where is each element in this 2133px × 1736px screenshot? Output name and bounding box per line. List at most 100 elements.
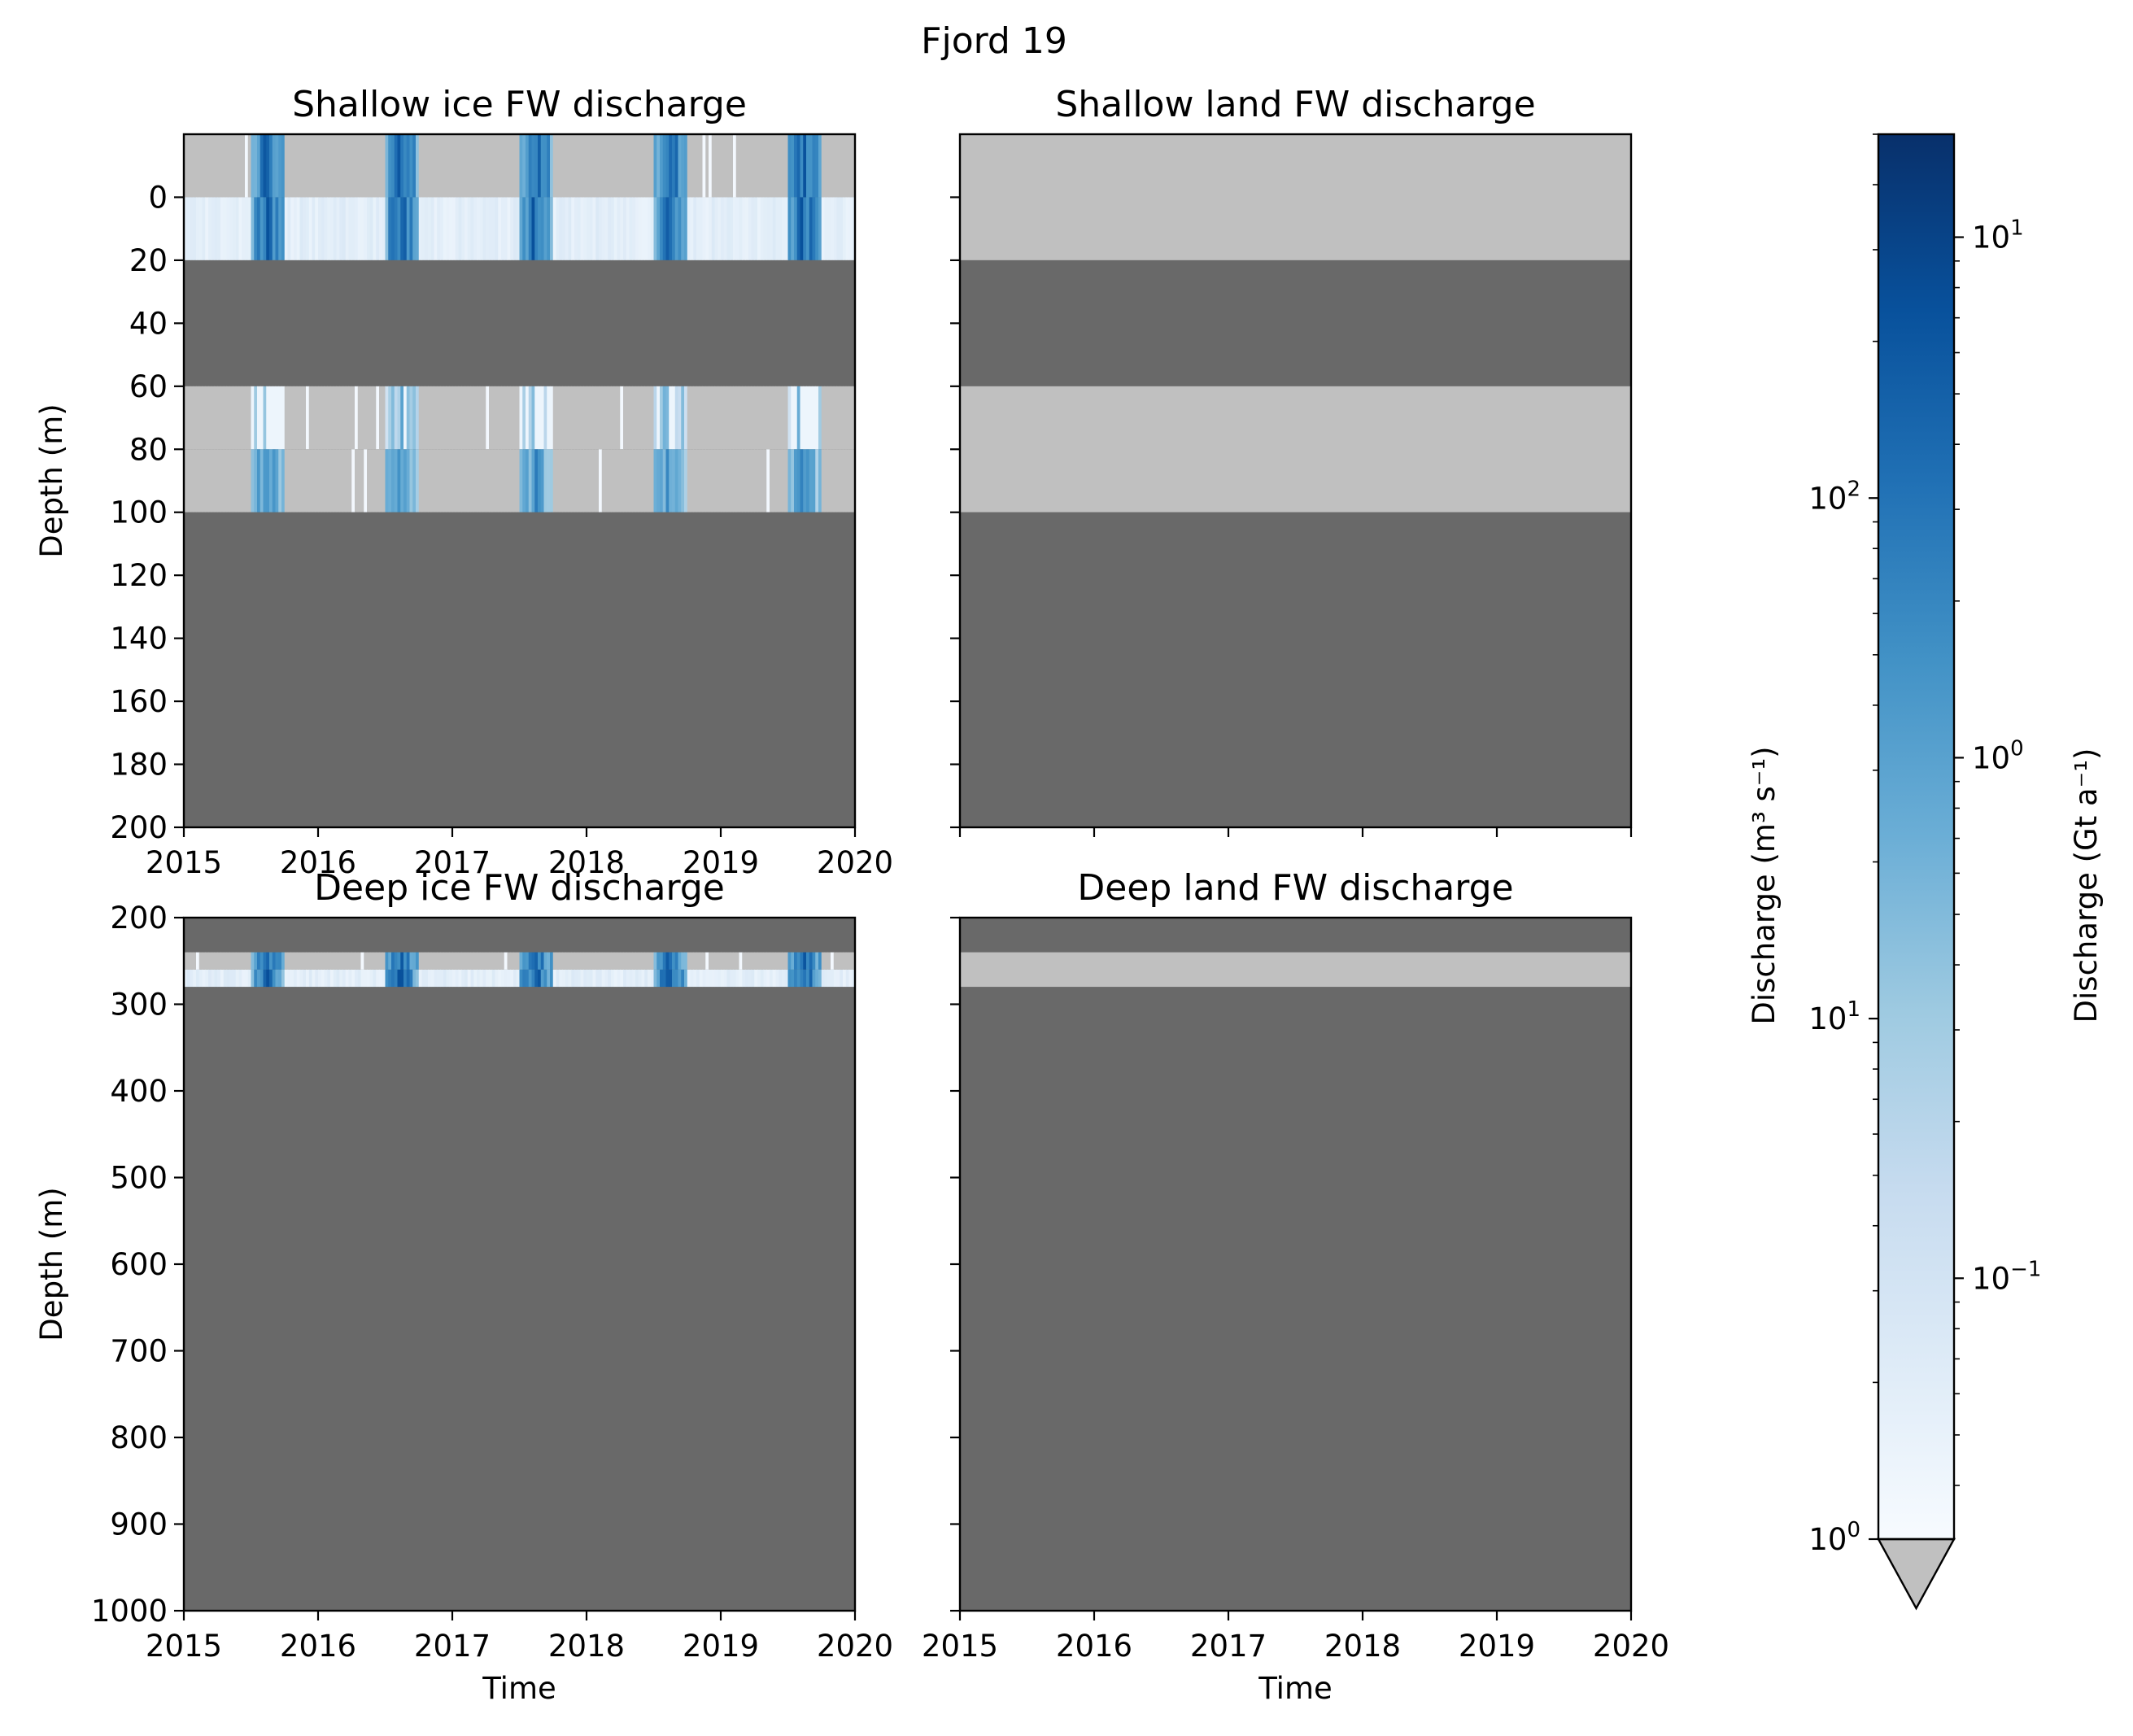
heatmap-cell <box>339 952 343 970</box>
heatmap-cell <box>412 197 417 260</box>
heatmap-cell <box>278 197 282 260</box>
heatmap-cell <box>198 197 203 260</box>
heatmap-cell <box>479 197 484 260</box>
heatmap-cell <box>538 197 542 260</box>
heatmap-cell <box>852 134 856 198</box>
heatmap-cell <box>674 134 679 198</box>
heatmap-cell <box>321 449 325 513</box>
heatmap-cell <box>672 134 676 198</box>
heatmap-cell <box>840 197 844 260</box>
heatmap-cell <box>809 952 814 970</box>
heatmap-cell <box>674 386 679 450</box>
heatmap-cell <box>214 969 218 988</box>
heatmap-cell <box>294 134 298 198</box>
heatmap-cell <box>748 449 752 513</box>
heatmap-cell <box>385 386 389 450</box>
heatmap-cell <box>632 969 636 988</box>
heatmap-cell <box>718 969 722 988</box>
heatmap-cell <box>653 134 657 198</box>
heatmap-cell <box>425 197 429 260</box>
heatmap-cell <box>351 969 356 988</box>
heatmap-cell <box>782 386 786 450</box>
heatmap-cell <box>662 449 667 513</box>
heatmap-cell <box>623 449 627 513</box>
heatmap-cell <box>784 134 789 198</box>
heatmap-cell <box>495 134 499 198</box>
heatmap-cell <box>656 386 661 450</box>
heatmap-cell <box>318 952 322 970</box>
heatmap-cell <box>709 449 713 513</box>
heatmap-cell <box>193 134 197 198</box>
heatmap-cell <box>775 969 779 988</box>
heatmap-cell <box>784 952 789 970</box>
heatmap-cell <box>430 969 435 988</box>
heatmap-cell <box>269 197 273 260</box>
heatmap-cell <box>385 952 389 970</box>
heatmap-cell <box>220 969 225 988</box>
heatmap-cell <box>848 969 853 988</box>
heatmap-cell <box>425 386 429 450</box>
heatmap-cell <box>611 449 615 513</box>
heatmap-cell <box>306 952 310 970</box>
heatmap-cell <box>260 449 264 513</box>
heatmap-cell <box>760 134 765 198</box>
heatmap-cell <box>260 952 264 970</box>
heatmap-cell <box>699 134 704 198</box>
heatmap-cell <box>205 952 209 970</box>
heatmap-cell <box>428 449 432 513</box>
heatmap-cell <box>696 969 700 988</box>
heatmap-cell <box>382 952 386 970</box>
heatmap-cell <box>376 969 380 988</box>
x-tick-label: 2017 <box>414 1629 491 1664</box>
heatmap-cell <box>312 449 316 513</box>
heatmap-cell <box>501 969 505 988</box>
heatmap-cell <box>351 197 356 260</box>
heatmap-cell <box>290 134 294 198</box>
heatmap-cell <box>211 952 216 970</box>
heatmap-cell <box>409 969 413 988</box>
heatmap-cell <box>421 197 425 260</box>
heatmap-cell <box>229 449 233 513</box>
heatmap-cell <box>406 197 411 260</box>
heatmap-cell <box>470 952 474 970</box>
heatmap-cell <box>852 969 856 988</box>
y-tick-label: 1000 <box>91 1594 168 1629</box>
heatmap-cell <box>342 197 347 260</box>
heatmap-cell <box>446 386 450 450</box>
heatmap-cell <box>446 449 450 513</box>
heatmap-cell <box>589 134 594 198</box>
heatmap-cell <box>735 386 740 450</box>
heatmap-cell <box>416 449 420 513</box>
heatmap-cell <box>217 386 221 450</box>
heatmap-cell <box>440 134 444 198</box>
heatmap-cell <box>467 197 472 260</box>
heatmap-cell <box>479 134 484 198</box>
heatmap-cell <box>748 134 752 198</box>
heatmap-cell <box>473 134 478 198</box>
heatmap-cell <box>638 134 643 198</box>
heatmap-cell <box>800 449 804 513</box>
heatmap-cell <box>757 197 761 260</box>
heatmap-cell <box>818 952 822 970</box>
heatmap-cell <box>669 449 673 513</box>
heatmap-cell <box>345 969 350 988</box>
heatmap-cell <box>568 449 572 513</box>
heatmap-cell <box>766 969 770 988</box>
heatmap-cell <box>357 449 362 513</box>
x-tick-label: 2020 <box>817 845 893 880</box>
heatmap-cell <box>382 386 386 450</box>
heatmap-cell <box>730 134 734 198</box>
heatmap-cell <box>223 386 228 450</box>
heatmap-cell <box>382 969 386 988</box>
heatmap-cell <box>824 952 828 970</box>
heatmap-cell <box>299 969 303 988</box>
heatmap-cell <box>498 952 502 970</box>
heatmap-cell <box>718 952 722 970</box>
heatmap-cell <box>284 134 289 198</box>
heatmap-cell <box>687 449 691 513</box>
heatmap-cell <box>787 952 792 970</box>
heatmap-cell <box>696 449 700 513</box>
heatmap-cell <box>312 386 316 450</box>
heatmap-cell <box>718 197 722 260</box>
